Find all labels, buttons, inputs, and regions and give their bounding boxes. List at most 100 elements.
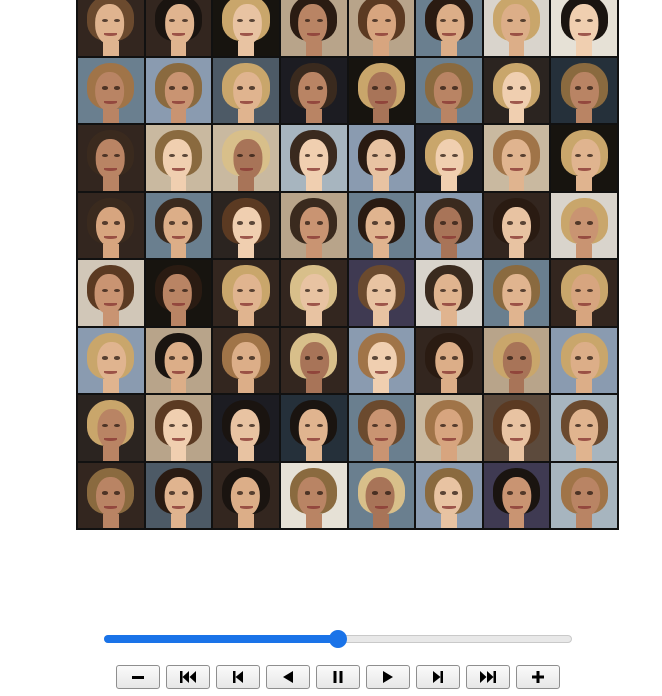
tile-mouth [442, 505, 456, 509]
tile-neck [305, 41, 322, 56]
tile-mouth [510, 168, 524, 172]
tile-eye-left [236, 18, 243, 23]
tile-mouth [239, 303, 253, 307]
tile-eye-right [452, 18, 459, 23]
tile-face [569, 206, 599, 247]
face-sample-tile [483, 462, 550, 528]
first-frame-button[interactable] [166, 665, 210, 689]
tile-neck [102, 446, 119, 461]
tile-eye-right [181, 356, 188, 360]
face-sample-tile [348, 192, 415, 258]
tile-neck [373, 108, 390, 123]
tile-eye-left [169, 153, 176, 158]
play-button[interactable] [366, 665, 410, 689]
play-reverse-icon [283, 671, 293, 683]
tile-neck [441, 378, 457, 393]
tile-mouth [442, 168, 456, 172]
slider-thumb[interactable] [329, 630, 347, 648]
face-sample-tile [280, 0, 347, 56]
face-sample-tile [551, 57, 617, 123]
tile-mouth [307, 235, 321, 239]
tile-mouth [577, 100, 591, 104]
tile-mouth [442, 370, 456, 374]
play-reverse-button[interactable] [266, 665, 310, 689]
tile-mouth [171, 303, 185, 307]
tile-face [232, 274, 262, 314]
face-sample-tile [416, 327, 482, 393]
tile-face [298, 71, 328, 112]
face-sample-tile [483, 57, 550, 123]
tile-neck [508, 378, 525, 393]
tile-eye-right [452, 356, 459, 360]
tile-face [434, 341, 464, 382]
tile-neck [102, 41, 119, 56]
tile-neck [373, 41, 390, 56]
tile-neck [238, 513, 254, 528]
face-sample-tile [416, 260, 482, 326]
tile-mouth [104, 235, 118, 239]
tile-face [501, 409, 531, 449]
tile-mouth [510, 235, 524, 239]
tile-face [434, 409, 464, 449]
pause-button[interactable] [316, 665, 360, 689]
tile-eye-right [519, 423, 526, 428]
tile-eye-left [372, 153, 379, 158]
tile-neck [441, 446, 457, 461]
tile-neck [576, 378, 593, 393]
tile-neck [576, 108, 593, 123]
tile-eye-right [452, 153, 459, 158]
tile-face [502, 206, 531, 247]
tile-mouth [510, 438, 524, 442]
next-frame-button[interactable] [416, 665, 460, 689]
tile-eye-right [181, 491, 188, 495]
tile-mouth [171, 100, 185, 104]
tile-face [502, 71, 532, 112]
tile-eye-right [384, 356, 391, 360]
tile-mouth [577, 370, 591, 374]
tile-face [230, 409, 260, 449]
tile-face [299, 139, 329, 179]
decrease-speed-button[interactable] [116, 665, 160, 689]
tile-face [568, 409, 598, 449]
tile-mouth [239, 370, 253, 374]
face-sample-tile [280, 327, 347, 393]
tile-mouth [171, 168, 185, 172]
face-sample-tile [483, 395, 550, 461]
step-forward-icon [433, 671, 443, 683]
previous-frame-button[interactable] [216, 665, 260, 689]
face-sample-tile [348, 0, 415, 56]
face-sample-tile [213, 462, 279, 528]
face-sample-tile [145, 260, 212, 326]
face-sample-tile [145, 462, 212, 528]
tile-mouth [104, 505, 118, 509]
tile-neck [170, 176, 187, 191]
face-sample-tile [145, 57, 212, 123]
tile-eye-right [181, 221, 188, 225]
increase-speed-button[interactable] [516, 665, 560, 689]
tile-mouth [104, 168, 118, 172]
tile-neck [238, 176, 254, 191]
tile-face [570, 341, 600, 382]
tile-eye-right [249, 153, 256, 158]
tile-neck [508, 176, 525, 191]
tile-eye-left [101, 153, 108, 158]
tile-eye-right [452, 423, 459, 428]
tile-eye-left [372, 423, 379, 428]
tile-mouth [171, 505, 185, 509]
tile-face [300, 341, 330, 382]
tile-mouth [239, 505, 253, 509]
tile-eye-left [575, 356, 581, 360]
tile-eye-right [384, 221, 391, 225]
tile-eye-left [304, 288, 311, 293]
tile-mouth [442, 303, 456, 307]
frame-slider[interactable] [104, 630, 572, 648]
tile-eye-right [114, 288, 120, 293]
face-sample-tile [551, 462, 617, 528]
last-frame-button[interactable] [466, 665, 510, 689]
tile-eye-right [181, 288, 188, 293]
tile-eye-left [507, 221, 514, 225]
tile-eye-right [316, 491, 323, 495]
face-sample-tile [416, 57, 482, 123]
tile-face [570, 274, 600, 314]
face-sample-tile [213, 125, 279, 191]
